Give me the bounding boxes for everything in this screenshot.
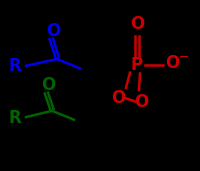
- Text: R: R: [9, 109, 21, 127]
- Text: O: O: [46, 22, 60, 40]
- Text: O: O: [111, 89, 125, 107]
- Text: O: O: [165, 54, 179, 72]
- Text: −: −: [179, 51, 189, 64]
- Text: R: R: [9, 57, 21, 75]
- Text: O: O: [134, 93, 149, 111]
- Text: O: O: [41, 76, 55, 94]
- Text: P: P: [131, 56, 143, 74]
- Text: O: O: [130, 15, 144, 33]
